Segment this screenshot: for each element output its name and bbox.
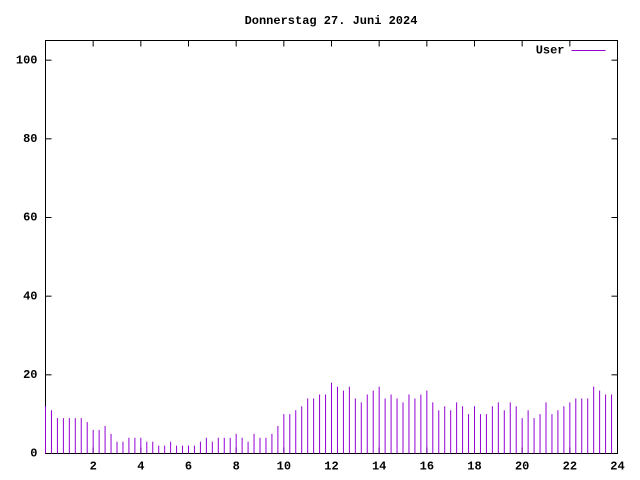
legend-label: User <box>536 44 565 58</box>
x-tick-label: 8 <box>233 460 240 474</box>
x-tick-label: 18 <box>467 460 481 474</box>
y-tick-label: 0 <box>30 447 37 461</box>
y-tick-label: 60 <box>23 211 37 225</box>
x-tick-label: 2 <box>90 460 97 474</box>
x-tick-label: 22 <box>563 460 577 474</box>
y-tick-label: 100 <box>16 53 38 67</box>
x-tick-label: 10 <box>277 460 291 474</box>
y-tick-label: 40 <box>23 289 37 303</box>
x-tick-label: 20 <box>515 460 529 474</box>
x-tick-label: 6 <box>185 460 192 474</box>
y-tick-label: 80 <box>23 132 37 146</box>
x-tick-label: 16 <box>420 460 434 474</box>
x-tick-label: 24 <box>610 460 624 474</box>
x-tick-label: 12 <box>324 460 338 474</box>
x-tick-label: 4 <box>137 460 144 474</box>
x-tick-label: 14 <box>372 460 386 474</box>
chart-title: Donnerstag 27. Juni 2024 <box>245 14 418 28</box>
y-tick-label: 20 <box>23 368 37 382</box>
